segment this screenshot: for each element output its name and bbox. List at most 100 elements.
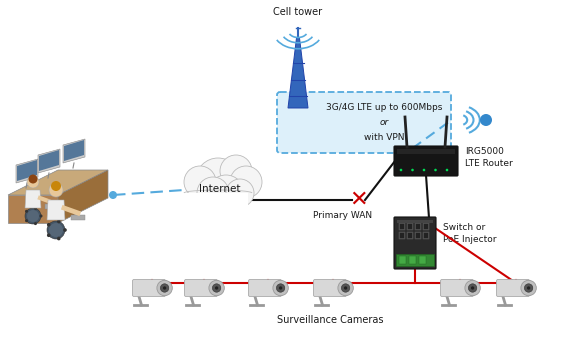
Text: Primary WAN: Primary WAN	[313, 211, 372, 221]
Bar	[45, 204, 59, 209]
Circle shape	[527, 286, 530, 290]
Circle shape	[47, 221, 65, 239]
FancyBboxPatch shape	[277, 92, 451, 153]
Bar	[423, 223, 429, 230]
Text: Surveillance Cameras: Surveillance Cameras	[277, 315, 383, 325]
Circle shape	[521, 280, 536, 296]
Bar	[415, 232, 421, 239]
Text: with VPN: with VPN	[364, 133, 404, 143]
Bar	[397, 220, 433, 223]
FancyBboxPatch shape	[497, 280, 530, 297]
Circle shape	[480, 114, 492, 126]
Circle shape	[468, 284, 477, 292]
Bar	[416, 233, 420, 238]
FancyBboxPatch shape	[441, 280, 474, 297]
Polygon shape	[16, 159, 38, 183]
Circle shape	[28, 175, 38, 183]
Bar	[407, 223, 413, 230]
Polygon shape	[64, 140, 84, 161]
Text: Switch or: Switch or	[443, 223, 485, 233]
Circle shape	[226, 179, 254, 207]
Bar	[407, 232, 413, 239]
Circle shape	[157, 280, 173, 296]
Circle shape	[57, 237, 61, 240]
Circle shape	[196, 158, 240, 202]
Circle shape	[57, 220, 61, 223]
Bar	[184, 193, 248, 213]
FancyBboxPatch shape	[313, 280, 346, 297]
Polygon shape	[38, 149, 60, 173]
Circle shape	[160, 284, 169, 292]
Text: Internet: Internet	[199, 184, 241, 194]
Bar	[408, 233, 412, 238]
Circle shape	[49, 183, 63, 197]
Bar	[399, 256, 406, 264]
Polygon shape	[25, 190, 41, 208]
Circle shape	[27, 176, 39, 188]
Circle shape	[25, 219, 28, 222]
Polygon shape	[17, 160, 37, 181]
Polygon shape	[288, 38, 308, 108]
Circle shape	[51, 181, 61, 191]
Circle shape	[184, 166, 216, 198]
Circle shape	[197, 177, 229, 209]
Text: LTE Router: LTE Router	[465, 159, 513, 167]
Circle shape	[342, 284, 350, 292]
Circle shape	[208, 175, 244, 211]
Text: PoE Injector: PoE Injector	[443, 235, 497, 243]
Circle shape	[163, 286, 166, 290]
Bar	[399, 223, 405, 230]
Bar	[409, 256, 416, 264]
FancyBboxPatch shape	[248, 280, 281, 297]
Circle shape	[400, 169, 402, 171]
Bar	[415, 223, 421, 230]
Text: or: or	[380, 118, 389, 127]
FancyBboxPatch shape	[185, 280, 218, 297]
Text: Cell tower: Cell tower	[273, 7, 323, 17]
Bar	[424, 233, 428, 238]
Bar	[71, 215, 85, 220]
Circle shape	[276, 284, 285, 292]
Circle shape	[25, 208, 41, 224]
Circle shape	[63, 228, 67, 232]
Bar	[419, 256, 426, 264]
Bar	[408, 224, 412, 229]
Circle shape	[47, 223, 50, 226]
Circle shape	[209, 280, 224, 296]
Circle shape	[27, 210, 39, 222]
Circle shape	[279, 286, 283, 290]
Circle shape	[465, 280, 481, 296]
Polygon shape	[47, 200, 65, 220]
Circle shape	[525, 284, 533, 292]
Bar	[423, 232, 429, 239]
Circle shape	[39, 214, 42, 218]
Bar	[424, 224, 428, 229]
Circle shape	[471, 286, 474, 290]
Polygon shape	[8, 170, 108, 195]
Polygon shape	[63, 139, 85, 163]
Polygon shape	[39, 150, 59, 171]
Bar	[400, 233, 404, 238]
Circle shape	[25, 210, 28, 213]
Text: IRG5000: IRG5000	[465, 148, 504, 157]
Bar	[416, 224, 420, 229]
Circle shape	[423, 169, 426, 171]
Bar	[399, 232, 405, 239]
Polygon shape	[8, 195, 58, 223]
Text: ✕: ✕	[349, 190, 367, 210]
Bar	[397, 149, 455, 154]
Polygon shape	[58, 170, 108, 223]
Circle shape	[446, 169, 448, 171]
Circle shape	[34, 207, 37, 210]
Circle shape	[344, 286, 347, 290]
Circle shape	[47, 234, 50, 237]
Bar	[396, 254, 434, 266]
Text: 3G/4G LTE up to 600Mbps: 3G/4G LTE up to 600Mbps	[326, 103, 442, 112]
FancyBboxPatch shape	[394, 146, 458, 176]
Circle shape	[215, 286, 218, 290]
Circle shape	[230, 166, 262, 198]
FancyBboxPatch shape	[133, 280, 166, 297]
Circle shape	[411, 169, 414, 171]
Circle shape	[273, 280, 288, 296]
Circle shape	[49, 223, 63, 237]
